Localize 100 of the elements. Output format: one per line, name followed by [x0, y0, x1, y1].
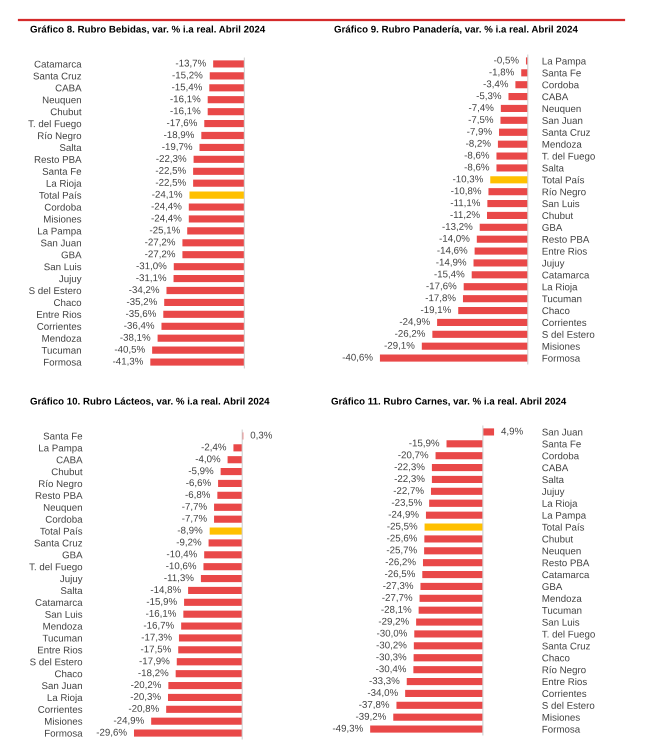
data-label: -14,8% [150, 586, 181, 594]
y-tick-label: T. del Fuego [542, 152, 595, 162]
data-label: -3,4% [483, 80, 508, 88]
y-tick-label: GBA [62, 552, 83, 558]
data-label: -20,7% [398, 451, 428, 460]
y-tick-label: CABA [56, 456, 83, 464]
y-tick-label: Jujuy [542, 259, 564, 269]
y-tick-label: T. del Fuego [29, 563, 82, 572]
data-label: -22,3% [156, 155, 186, 164]
data-label: -30,3% [376, 653, 406, 662]
y-tick-label: San Luis [542, 200, 580, 208]
y-tick-label: San Juan [42, 682, 82, 690]
data-label: -15,4% [172, 84, 202, 92]
data-label: -13,2% [442, 223, 472, 232]
y-tick-label: S del Estero [30, 658, 82, 666]
y-tick-label: Corrientes [542, 318, 586, 326]
y-tick-label: S del Estero [542, 702, 594, 709]
y-tick-label: Tucuman [42, 634, 82, 642]
y-tick-label: Entre Rios [36, 310, 82, 318]
y-tick-label: Santa Fe [42, 168, 82, 175]
data-label: -7,4% [468, 104, 494, 112]
y-tick-label: Santa Cruz [542, 642, 590, 650]
data-label: -22,7% [394, 487, 424, 496]
y-tick-label: Entre Rios [542, 678, 587, 686]
y-tick-label: Chaco [542, 306, 570, 314]
data-label: -5,9% [188, 467, 214, 476]
y-tick-label: Tucuman [542, 295, 582, 302]
data-label: -7,7% [182, 503, 207, 512]
data-label: -35,6% [126, 310, 156, 318]
y-tick-label: CABA [542, 93, 568, 100]
data-label: -34,2% [129, 286, 160, 294]
data-label: -11,2% [450, 211, 480, 220]
y-tick-label: Santa Cruz [34, 540, 82, 547]
data-label: -11,3% [164, 574, 194, 582]
data-label: -35,2% [126, 298, 157, 306]
y-tick-label: Tucuman [42, 346, 81, 354]
y-tick-label: Chaco [54, 670, 82, 678]
y-tick-label: Chubut [542, 212, 574, 220]
data-label: -7,9% [467, 128, 492, 136]
data-label: -8,6% [464, 164, 490, 172]
data-label: -34,0% [368, 689, 398, 698]
y-tick-label: T. del Fuego [542, 630, 595, 640]
y-tick-label: GBA [62, 251, 82, 258]
data-label: -17,8% [426, 294, 456, 302]
chart-title: Gráfico 10. Rubro Lácteos, var. % i.a real. Abril 2024 [30, 397, 270, 406]
y-tick-label: Misiones [44, 215, 82, 223]
data-label: -31,0% [136, 262, 166, 270]
y-tick-label: Entre Rios [542, 248, 587, 255]
y-tick-label: Chaco [542, 654, 570, 662]
data-label: -14,9% [436, 258, 466, 267]
y-tick-label: S del Estero [542, 330, 594, 338]
y-tick-label: Salta [60, 586, 83, 594]
y-tick-label: La Pampa [542, 512, 586, 521]
data-label: -27,7% [382, 594, 412, 602]
data-label: -6,6% [186, 479, 211, 488]
data-label: -22,3% [394, 463, 425, 472]
data-label: -39,2% [356, 712, 386, 721]
data-label: -20,8% [128, 705, 159, 714]
data-label: -24,4% [151, 202, 182, 211]
y-tick-label: Salta [542, 164, 564, 172]
data-label: -24,1% [152, 190, 182, 199]
data-label: -17,3% [142, 634, 172, 642]
y-tick-label: Chubut [542, 535, 574, 543]
data-label: -20,2% [131, 681, 162, 690]
y-tick-label: San Luis [45, 610, 82, 618]
y-tick-label: San Juan [40, 240, 81, 246]
y-tick-label: Salta [542, 476, 564, 484]
y-tick-label: San Juan [542, 428, 582, 436]
data-label: -15,2% [172, 72, 202, 80]
data-label: -26,2% [395, 330, 426, 338]
y-tick-label: Catamarca [542, 571, 590, 578]
data-label: -27,2% [145, 238, 176, 247]
data-label: -30,2% [376, 642, 407, 650]
data-label: -10,4% [166, 550, 197, 559]
data-label: -5,3% [476, 92, 502, 100]
data-label: -17,9% [139, 657, 170, 666]
data-label: -29,1% [384, 342, 415, 350]
y-tick-label: Neuquen [542, 105, 581, 114]
data-label: -38,1% [120, 334, 150, 342]
y-tick-label: San Luis [542, 618, 580, 626]
y-tick-label: Misiones [45, 718, 82, 725]
data-label: -22,5% [156, 178, 186, 187]
chart-title: Gráfico 8. Rubro Bebidas, var. % i.a real. Abril 2024 [30, 25, 266, 34]
y-tick-label: Mendoza [542, 140, 582, 148]
y-tick-label: Total País [542, 523, 584, 531]
y-tick-label: Cordoba [44, 204, 82, 211]
y-tick-label: Santa Cruz [33, 72, 82, 80]
y-tick-label: Mendoza [542, 594, 582, 602]
data-label: -2,4% [202, 444, 226, 452]
y-tick-label: Jujuy [60, 575, 83, 584]
y-tick-label: S del Estero [29, 286, 82, 294]
data-label: -24,9% [400, 318, 430, 326]
y-tick-label: La Pampa [39, 444, 83, 454]
y-tick-label: Formosa [45, 730, 83, 737]
data-label: -4,0% [196, 455, 220, 464]
y-tick-label: Neuquen [44, 504, 82, 513]
data-label: -40,6% [342, 354, 373, 362]
y-tick-label: Cordoba [46, 516, 83, 523]
data-label: -18,9% [164, 131, 194, 140]
data-label: -10,6% [166, 562, 196, 570]
